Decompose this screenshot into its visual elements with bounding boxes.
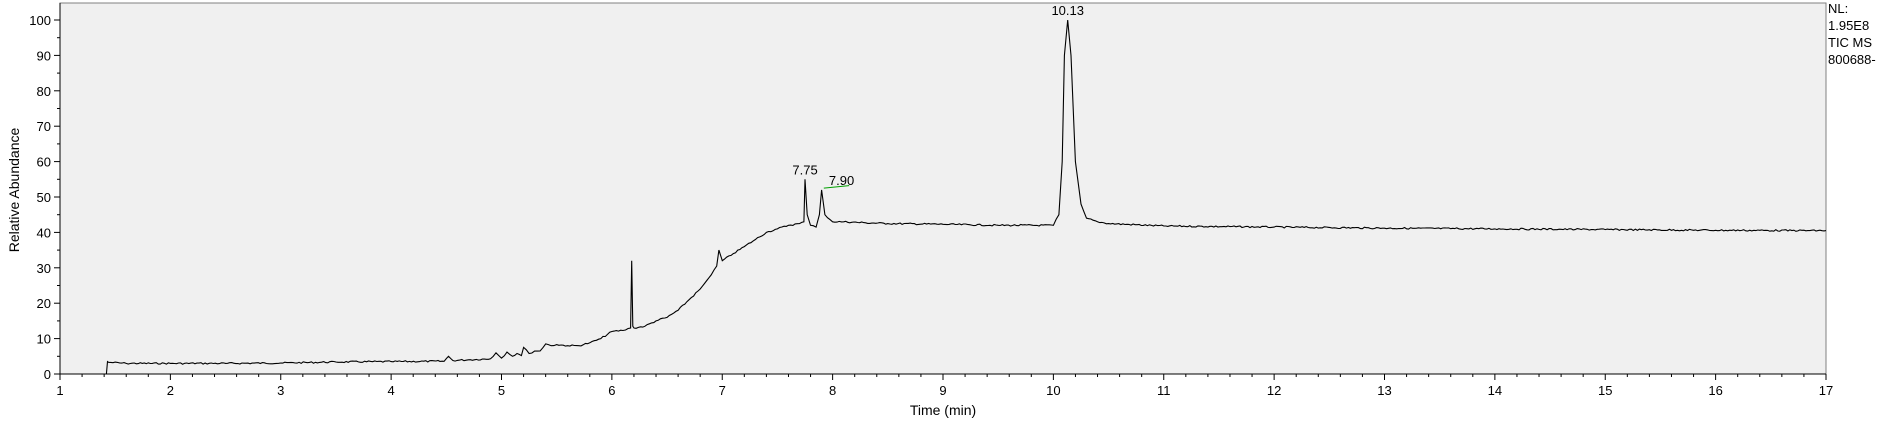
x-tick-label: 17 xyxy=(1819,383,1833,398)
y-tick-label: 10 xyxy=(37,332,51,347)
x-tick-label: 5 xyxy=(498,383,505,398)
nl-value: 1.95E8 xyxy=(1828,18,1870,33)
peak-baseline xyxy=(823,185,850,189)
peak-labels: 7.75 7.90 10.13 xyxy=(792,3,1084,188)
x-tick-label: 1 xyxy=(56,383,63,398)
x-axis-title: Time (min) xyxy=(910,402,976,418)
x-tick-label: 11 xyxy=(1157,383,1171,398)
x-tick-label: 14 xyxy=(1488,383,1502,398)
peak-label: 7.90 xyxy=(829,173,854,188)
peak-label: 7.75 xyxy=(792,162,817,177)
y-axis-title: Relative Abundance xyxy=(6,128,22,253)
y-tick-label: 100 xyxy=(29,13,51,28)
x-tick-label: 2 xyxy=(167,383,174,398)
y-tick-label: 20 xyxy=(37,296,51,311)
x-tick-label: 9 xyxy=(939,383,946,398)
axes: 1 2 3 4 5 6 7 8 9 10 11 12 13 14 15 16 17010203040506070… xyxy=(29,3,1833,398)
y-tick-label: 30 xyxy=(37,261,51,276)
tic-trace xyxy=(60,19,1827,375)
x-tick-label: 10 xyxy=(1046,383,1060,398)
y-tick-label: 80 xyxy=(37,84,51,99)
x-tick-label: 4 xyxy=(388,383,395,398)
x-tick-label: 6 xyxy=(608,383,615,398)
file-name: 800688- xyxy=(1828,52,1876,67)
x-tick-label: 15 xyxy=(1598,383,1612,398)
series-layer xyxy=(60,19,1827,375)
y-tick-label: 90 xyxy=(37,48,51,63)
x-tick-label: 7 xyxy=(719,383,726,398)
scan-filter: TIC MS xyxy=(1828,35,1873,50)
plot-area xyxy=(59,2,1827,375)
y-tick-label: 60 xyxy=(37,155,51,170)
nl-label: NL: xyxy=(1828,1,1849,16)
y-tick-label: 40 xyxy=(37,225,51,240)
x-tick-label: 8 xyxy=(829,383,836,398)
peak-label: 10.13 xyxy=(1051,3,1084,18)
y-tick-label: 70 xyxy=(37,119,51,134)
y-tick-label: 50 xyxy=(37,190,51,205)
x-tick-label: 3 xyxy=(277,383,284,398)
x-tick-label: 12 xyxy=(1267,383,1281,398)
x-tick-label: 16 xyxy=(1708,383,1722,398)
y-tick-label: 0 xyxy=(44,367,51,382)
x-tick-label: 13 xyxy=(1377,383,1391,398)
